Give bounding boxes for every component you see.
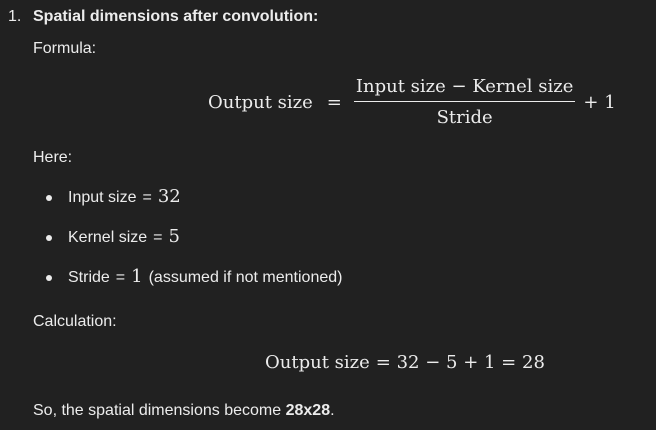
formula-plus-term: + 1	[583, 91, 616, 113]
calculation-lhs: Output size	[265, 352, 370, 373]
here-label: Here:	[33, 149, 73, 166]
bullet-dot	[46, 235, 52, 241]
calculation-label: Calculation:	[33, 313, 117, 330]
section-heading: Spatial dimensions after convolution:	[33, 8, 319, 25]
bullet-term: Input size	[68, 189, 137, 206]
formula-label: Formula:	[33, 40, 97, 57]
bullet-equals: =	[153, 229, 163, 246]
list-number: 1.	[8, 8, 22, 25]
formula-denominator: Stride	[436, 107, 493, 128]
conclusion-result: 28x28	[285, 402, 331, 419]
output-size-formula: Output size = Input size − Kernel size S…	[208, 74, 616, 130]
formula-lhs: Output size	[208, 91, 313, 113]
bullet-equals: =	[115, 269, 126, 286]
formula-numerator: Input size − Kernel size	[353, 76, 576, 102]
bullet-value: 32	[157, 186, 181, 207]
bullet-term: Stride	[68, 269, 110, 286]
bullet-dot	[46, 275, 52, 281]
conclusion-text: So, the spatial dimensions become 28x28.	[33, 402, 335, 420]
bullet-equals: =	[142, 189, 152, 206]
bullet-term: Kernel size	[68, 229, 148, 246]
list-item-kernel-size: Kernel size = 5	[68, 226, 180, 247]
bullet-note: (assumed if not mentioned)	[148, 269, 343, 286]
calculation-equation: Output size = 32 − 5 + 1 = 28	[265, 352, 551, 373]
list-item-stride: Stride = 1 (assumed if not mentioned)	[68, 266, 342, 287]
bullet-value: 1	[131, 266, 143, 287]
list-item-input-size: Input size = 32	[68, 186, 181, 207]
formula-equals: =	[326, 91, 342, 113]
bullet-dot	[46, 195, 52, 201]
bullet-value: 5	[168, 226, 180, 247]
conclusion-prefix: So, the spatial dimensions become	[33, 402, 286, 419]
calculation-expression: = 32 − 5 + 1 = 28	[375, 352, 545, 373]
conclusion-suffix: .	[330, 402, 335, 419]
formula-fraction: Input size − Kernel size Stride	[353, 76, 576, 128]
